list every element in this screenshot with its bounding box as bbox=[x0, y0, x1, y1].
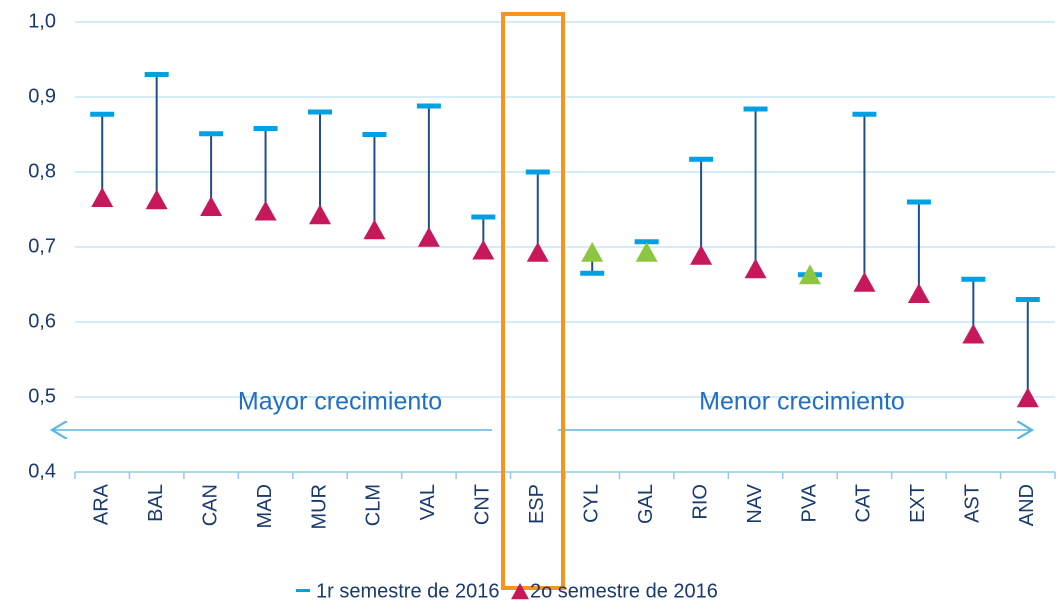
dash-marker bbox=[580, 270, 605, 276]
triangle-marker bbox=[853, 272, 876, 292]
x-tick-label: CLM bbox=[363, 484, 385, 526]
triangle-marker bbox=[309, 204, 331, 225]
dash-marker bbox=[471, 214, 496, 220]
legend-label: 2o semestre de 2016 bbox=[530, 580, 718, 602]
y-tick-label: 0,6 bbox=[28, 310, 56, 332]
dash-marker bbox=[199, 131, 224, 137]
triangle-marker bbox=[363, 219, 386, 240]
x-tick-label: NAV bbox=[744, 483, 766, 523]
dash-marker bbox=[308, 109, 332, 115]
triangle-marker bbox=[690, 245, 713, 265]
y-tick-label: 0,5 bbox=[28, 385, 56, 407]
legend-symbol bbox=[296, 589, 310, 592]
highlight-box bbox=[501, 12, 565, 590]
triangle-marker bbox=[907, 283, 930, 304]
triangle-marker bbox=[526, 242, 549, 262]
x-tick-label: ESP bbox=[526, 484, 548, 524]
x-tick-label: GAL bbox=[635, 484, 657, 524]
dash-marker bbox=[90, 111, 115, 117]
x-tick-label: CYL bbox=[581, 484, 603, 523]
legend-label: 1r semestre de 2016 bbox=[316, 580, 499, 602]
plot-area: 0,4 0,5 0,6 0,7 0,8 0,9 1,0 ARA BAL CAN MAD MUR CLM V… bbox=[28, 10, 1056, 530]
dash-marker bbox=[253, 126, 278, 131]
triangle-marker bbox=[635, 242, 658, 262]
annotation: Menor crecimiento bbox=[699, 388, 905, 416]
x-tick-label: MUR bbox=[308, 484, 330, 530]
triangle-marker bbox=[744, 258, 767, 279]
triangle-marker bbox=[200, 196, 223, 217]
x-tick-label: CAT bbox=[853, 484, 875, 523]
dash-marker bbox=[852, 111, 877, 117]
triangle-marker bbox=[581, 242, 604, 262]
x-tick-label: CNT bbox=[472, 484, 494, 525]
annotation: Mayor crecimiento bbox=[238, 388, 442, 416]
dash-marker bbox=[362, 132, 387, 137]
x-tick-label: BAL bbox=[145, 484, 167, 522]
triangle-marker bbox=[417, 227, 440, 247]
dash-marker bbox=[906, 199, 931, 205]
triangle-marker bbox=[1016, 387, 1039, 408]
y-tick-label: 0,7 bbox=[28, 235, 56, 257]
x-tick-label: AND bbox=[1016, 484, 1038, 526]
triangle-marker bbox=[145, 189, 168, 210]
triangle-marker bbox=[254, 200, 277, 221]
x-tick-label: ARA bbox=[91, 483, 113, 525]
x-tick-label: EXT bbox=[907, 484, 929, 523]
y-tick-label: 0,9 bbox=[28, 85, 56, 107]
dash-marker bbox=[634, 239, 659, 245]
triangle-marker bbox=[962, 323, 985, 344]
triangle-marker bbox=[799, 264, 821, 285]
x-tick-label: VAL bbox=[417, 484, 439, 520]
x-tick-label: RIO bbox=[689, 484, 711, 520]
x-tick-label: PVA bbox=[798, 483, 820, 522]
dash-marker bbox=[689, 156, 714, 162]
dash-marker bbox=[961, 276, 986, 282]
triangle-marker bbox=[472, 239, 495, 260]
x-tick-label: CAN bbox=[199, 484, 221, 526]
y-tick-label: 1,0 bbox=[28, 10, 56, 32]
y-tick-label: 0,4 bbox=[28, 460, 56, 482]
legend-symbol bbox=[511, 583, 529, 600]
dash-marker bbox=[1015, 297, 1040, 302]
dash-marker bbox=[144, 72, 169, 77]
x-tick-label: AST bbox=[962, 484, 984, 523]
dash-marker bbox=[416, 103, 441, 109]
y-tick-label: 0,8 bbox=[28, 160, 56, 182]
dash-marker bbox=[743, 106, 768, 112]
dash-marker bbox=[525, 169, 550, 175]
triangle-marker bbox=[91, 187, 114, 208]
x-tick-label: MAD bbox=[254, 484, 276, 528]
